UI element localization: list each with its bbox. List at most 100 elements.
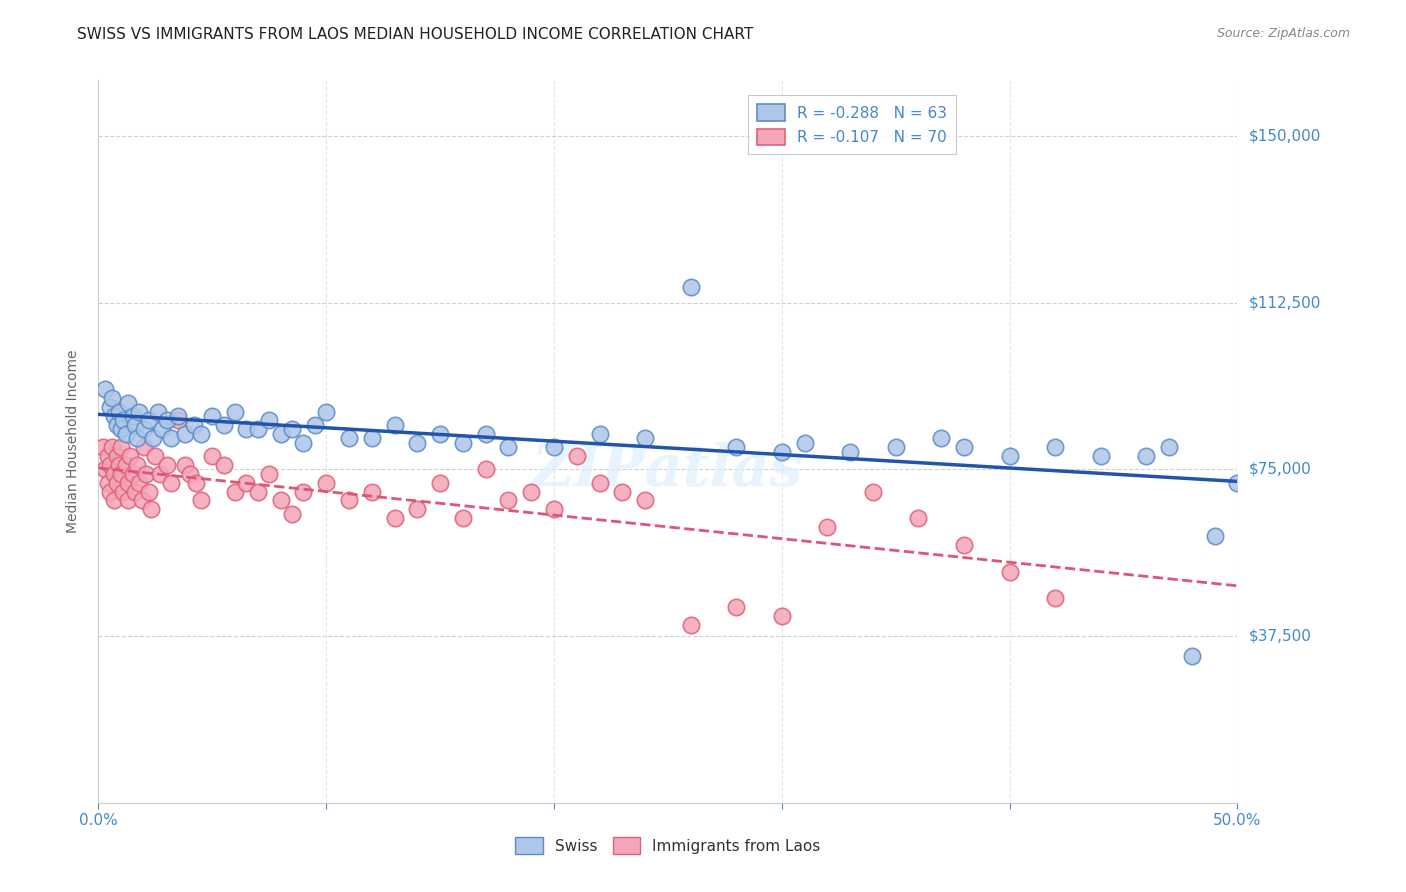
Point [406, 502, 429, 516]
Point [1157, 440, 1180, 454]
Text: ZIP​atlas: ZIP​atlas [531, 442, 804, 499]
Point [94, 382, 117, 396]
Point [588, 475, 610, 490]
Point [142, 431, 165, 445]
Point [128, 404, 150, 418]
Y-axis label: Median Household Income: Median Household Income [66, 350, 80, 533]
Point [160, 475, 183, 490]
Point [360, 431, 382, 445]
Point [281, 507, 304, 521]
Point [117, 395, 139, 409]
Point [270, 426, 292, 441]
Point [498, 493, 520, 508]
Point [117, 493, 139, 508]
Point [543, 502, 565, 516]
Point [160, 431, 183, 445]
Legend: Swiss, Immigrants from Laos: Swiss, Immigrants from Laos [509, 831, 827, 860]
Point [128, 475, 150, 490]
Point [315, 404, 337, 418]
Point [101, 391, 124, 405]
Point [179, 467, 201, 481]
Point [246, 484, 269, 499]
Point [190, 493, 212, 508]
Point [337, 493, 360, 508]
Point [1043, 440, 1066, 454]
Point [212, 417, 235, 432]
Point [224, 484, 246, 499]
Point [156, 413, 179, 427]
Point [131, 493, 153, 508]
Point [103, 409, 125, 423]
Point [612, 484, 634, 499]
Point [235, 475, 257, 490]
Text: $150,000: $150,000 [1249, 128, 1320, 144]
Text: SWISS VS IMMIGRANTS FROM LAOS MEDIAN HOUSEHOLD INCOME CORRELATION CHART: SWISS VS IMMIGRANTS FROM LAOS MEDIAN HOU… [77, 27, 754, 42]
Point [212, 458, 235, 472]
Point [520, 484, 543, 499]
Point [384, 511, 406, 525]
Point [725, 600, 748, 615]
Point [201, 449, 224, 463]
Text: $112,500: $112,500 [1249, 295, 1320, 310]
Point [429, 475, 451, 490]
Point [103, 493, 125, 508]
Point [998, 565, 1021, 579]
Point [190, 426, 212, 441]
Point [259, 413, 281, 427]
Point [98, 458, 121, 472]
Point [98, 400, 121, 414]
Point [145, 449, 167, 463]
Point [270, 493, 292, 508]
Point [121, 409, 143, 423]
Point [167, 409, 190, 423]
Point [149, 467, 172, 481]
Point [127, 458, 149, 472]
Point [679, 618, 702, 632]
Point [108, 404, 131, 418]
Point [634, 431, 657, 445]
Point [183, 417, 205, 432]
Point [1204, 529, 1226, 543]
Point [112, 413, 135, 427]
Point [246, 422, 269, 436]
Point [315, 475, 337, 490]
Point [112, 484, 135, 499]
Point [360, 484, 382, 499]
Point [101, 440, 124, 454]
Text: $75,000: $75,000 [1249, 462, 1312, 477]
Point [1090, 449, 1112, 463]
Point [110, 422, 132, 436]
Point [929, 431, 952, 445]
Point [91, 440, 114, 454]
Point [770, 609, 793, 624]
Point [1226, 475, 1249, 490]
Point [150, 422, 173, 436]
Point [474, 426, 496, 441]
Point [201, 409, 224, 423]
Point [839, 444, 862, 458]
Point [114, 426, 136, 441]
Point [429, 426, 451, 441]
Point [953, 538, 976, 552]
Text: $37,500: $37,500 [1249, 629, 1312, 643]
Point [953, 440, 976, 454]
Point [94, 462, 117, 476]
Text: Source: ZipAtlas.com: Source: ZipAtlas.com [1216, 27, 1350, 40]
Point [884, 440, 907, 454]
Point [105, 417, 128, 432]
Point [406, 435, 429, 450]
Point [474, 462, 496, 476]
Point [543, 440, 565, 454]
Point [259, 467, 281, 481]
Point [384, 417, 406, 432]
Point [292, 484, 315, 499]
Point [304, 417, 326, 432]
Point [1043, 591, 1066, 606]
Point [186, 475, 208, 490]
Point [451, 511, 474, 525]
Point [565, 449, 588, 463]
Point [121, 467, 143, 481]
Point [139, 502, 162, 516]
Point [110, 467, 132, 481]
Point [103, 467, 125, 481]
